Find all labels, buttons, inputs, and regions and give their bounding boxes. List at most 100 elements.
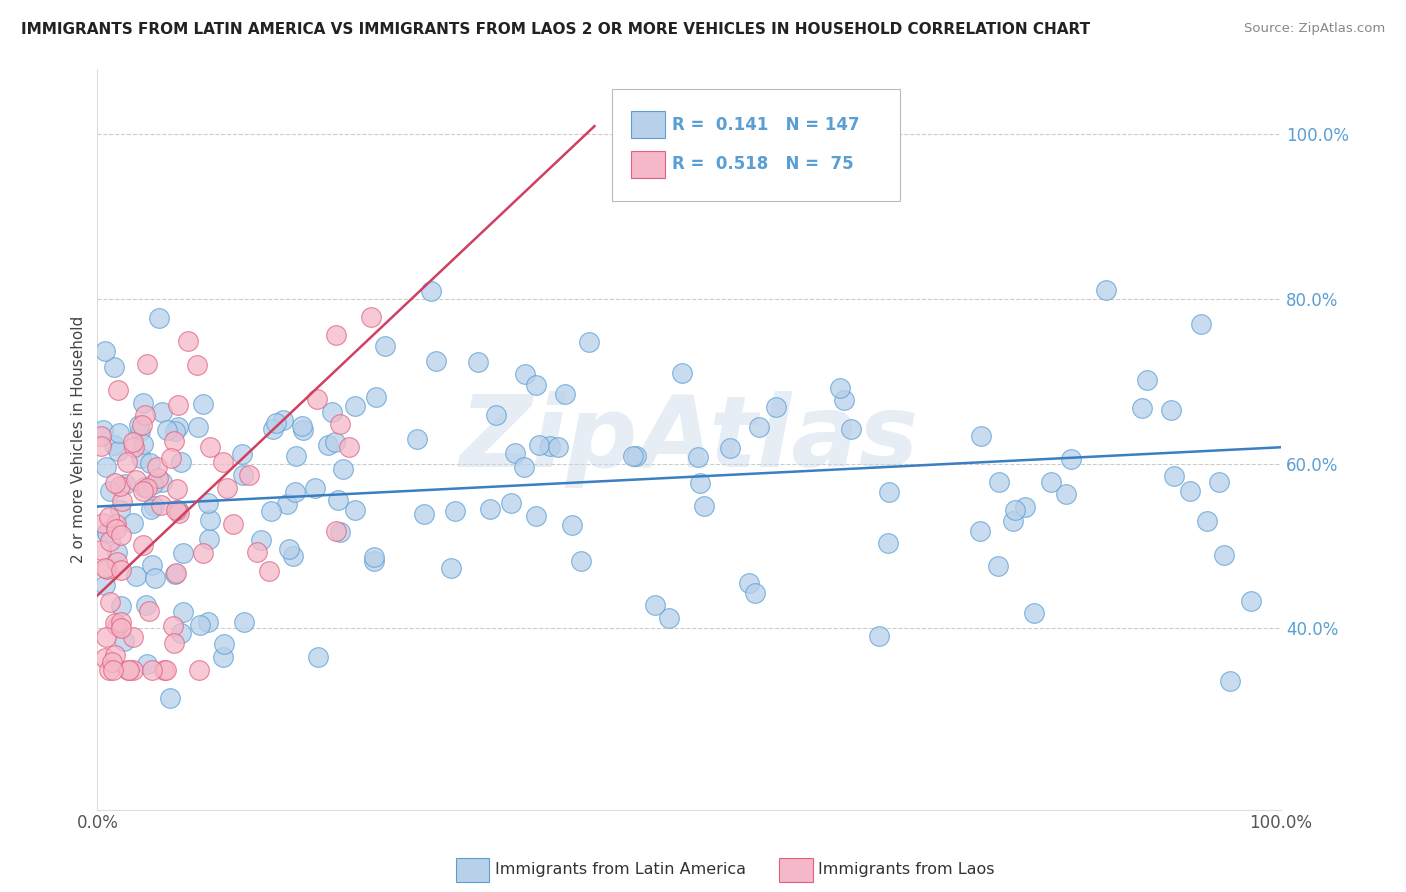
Point xyxy=(291,423,314,437)
Point xyxy=(141,663,163,677)
Point xyxy=(318,438,340,452)
Point xyxy=(231,446,253,460)
Point xyxy=(142,476,165,491)
Point xyxy=(136,357,159,371)
Point xyxy=(363,554,385,568)
Point xyxy=(132,538,155,552)
Point xyxy=(103,663,125,677)
Point xyxy=(529,438,551,452)
Point xyxy=(578,335,600,350)
Point xyxy=(101,655,124,669)
Point xyxy=(1054,487,1077,501)
Point xyxy=(132,484,155,499)
Point xyxy=(329,417,352,432)
Point xyxy=(110,615,132,629)
Point xyxy=(104,615,127,630)
Point xyxy=(212,649,235,664)
Point xyxy=(90,439,112,453)
Point xyxy=(98,663,121,677)
Point xyxy=(524,509,547,524)
Point xyxy=(478,502,501,516)
Point xyxy=(134,409,156,423)
Point xyxy=(139,501,162,516)
Point xyxy=(718,441,741,455)
Point xyxy=(188,663,211,677)
Point xyxy=(547,441,569,455)
Point xyxy=(325,327,347,342)
Point xyxy=(91,423,114,437)
Point xyxy=(93,343,115,358)
Point xyxy=(104,517,127,532)
Point xyxy=(104,522,127,536)
Point xyxy=(104,648,127,663)
Point xyxy=(165,503,187,517)
Point xyxy=(425,354,447,368)
Point xyxy=(374,339,396,353)
Point xyxy=(443,504,465,518)
Point xyxy=(110,528,132,542)
Point xyxy=(561,518,583,533)
Point xyxy=(110,563,132,577)
Point xyxy=(623,449,645,463)
Point xyxy=(129,450,152,465)
Point xyxy=(505,446,527,460)
Point xyxy=(150,475,173,489)
Point xyxy=(197,496,219,510)
Point xyxy=(364,390,387,404)
Point xyxy=(142,499,165,513)
Point xyxy=(512,460,534,475)
Point xyxy=(232,467,254,482)
Point xyxy=(1212,548,1234,562)
Point xyxy=(419,284,441,298)
Point xyxy=(121,663,143,677)
Point xyxy=(233,615,256,629)
Point xyxy=(501,496,523,510)
Point xyxy=(307,649,329,664)
Point xyxy=(259,564,281,578)
Point xyxy=(343,503,366,517)
Point xyxy=(284,485,307,500)
Point xyxy=(689,475,711,490)
Point xyxy=(94,561,117,575)
Point xyxy=(212,637,235,651)
Point xyxy=(1094,284,1116,298)
Point xyxy=(1163,469,1185,483)
Point xyxy=(136,657,159,671)
Point xyxy=(250,533,273,547)
Point xyxy=(100,595,122,609)
Point xyxy=(134,480,156,494)
Point xyxy=(554,387,576,401)
Point xyxy=(146,460,169,475)
Point xyxy=(304,481,326,495)
Point xyxy=(165,566,187,581)
Y-axis label: 2 or more Vehicles in Household: 2 or more Vehicles in Household xyxy=(72,316,86,563)
Point xyxy=(132,396,155,410)
Point xyxy=(360,310,382,325)
Point xyxy=(110,599,132,613)
Text: R =  0.518   N =  75: R = 0.518 N = 75 xyxy=(672,155,853,173)
Point xyxy=(105,545,128,559)
Point xyxy=(1130,401,1153,415)
Point xyxy=(94,650,117,665)
Point xyxy=(104,476,127,491)
Point xyxy=(103,437,125,451)
Point xyxy=(215,481,238,495)
Text: Immigrants from Laos: Immigrants from Laos xyxy=(818,863,995,877)
Point xyxy=(212,455,235,469)
Point xyxy=(271,413,294,427)
Point xyxy=(969,524,991,538)
Point xyxy=(1004,502,1026,516)
Point xyxy=(987,559,1010,574)
Point xyxy=(118,663,141,677)
Point xyxy=(278,541,301,556)
Point xyxy=(325,524,347,539)
Point xyxy=(188,618,211,632)
Point xyxy=(166,398,188,412)
Point xyxy=(238,468,260,483)
Point xyxy=(139,457,162,471)
Point xyxy=(832,392,855,407)
Point xyxy=(170,455,193,469)
Point xyxy=(363,549,385,564)
Point xyxy=(160,451,183,466)
Point xyxy=(148,310,170,325)
